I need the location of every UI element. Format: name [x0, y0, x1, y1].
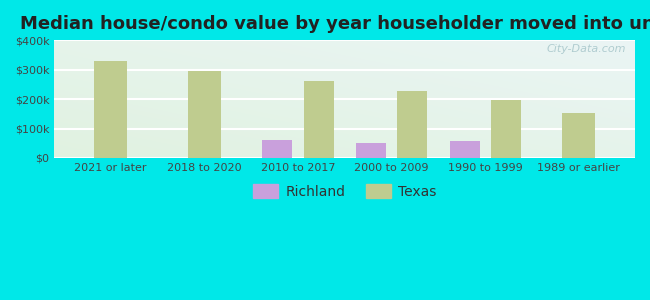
Text: City-Data.com: City-Data.com	[547, 44, 627, 54]
Bar	[304, 81, 333, 158]
Bar	[491, 100, 521, 158]
Bar	[94, 61, 127, 158]
Bar	[397, 91, 427, 158]
Legend: Richland, Texas: Richland, Texas	[248, 178, 442, 204]
Title: Median house/condo value by year householder moved into unit: Median house/condo value by year househo…	[20, 15, 650, 33]
Bar	[450, 141, 480, 158]
Bar	[263, 140, 292, 158]
Bar	[188, 71, 221, 158]
Bar	[356, 143, 386, 158]
Bar	[562, 113, 595, 158]
